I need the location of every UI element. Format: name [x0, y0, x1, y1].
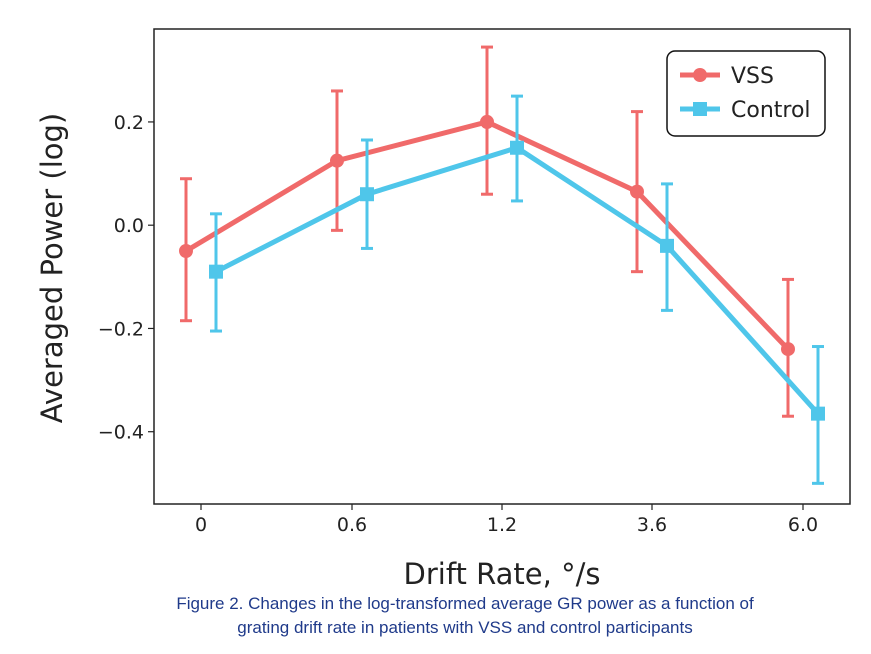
y-axis: 0.2 0.0 −0.2 −0.4 [98, 112, 154, 444]
legend-label: Control [731, 98, 811, 123]
x-tick-label: 3.6 [637, 514, 667, 536]
x-axis-label: Drift Rate, °/s [404, 557, 601, 590]
series-layer [179, 45, 825, 485]
y-tick-label: 0.0 [114, 215, 144, 237]
x-tick-label: 0.6 [337, 514, 367, 536]
data-point [510, 140, 524, 155]
figure-caption-line-1: Figure 2. Changes in the log-transformed… [176, 594, 754, 613]
y-axis-label: Averaged Power (log) [35, 113, 69, 423]
legend-label: VSS [731, 64, 774, 89]
y-tick-label: −0.2 [98, 318, 144, 340]
data-point [630, 184, 644, 199]
figure-caption-line-2: grating drift rate in patients with VSS … [237, 618, 693, 637]
legend-item-control: Control [680, 98, 811, 123]
x-axis: 0 0.6 1.2 3.6 6.0 [195, 504, 818, 536]
series-vss [179, 45, 795, 418]
data-point [480, 114, 494, 129]
data-point [811, 406, 825, 421]
x-tick-label: 6.0 [788, 514, 818, 536]
series-control [209, 94, 825, 485]
chart: 0.2 0.0 −0.2 −0.4 0 0.6 1.2 3.6 6.0 Drift Rate,… [35, 28, 851, 590]
data-point [781, 342, 795, 357]
data-point [209, 264, 223, 279]
y-tick-label: 0.2 [114, 112, 144, 134]
legend-marker [693, 68, 707, 82]
legend-item-vss: VSS [680, 64, 774, 89]
data-point [660, 238, 674, 253]
data-point [360, 187, 374, 202]
x-tick-label: 1.2 [487, 514, 517, 536]
legend: VSS Control [666, 50, 826, 137]
data-point [179, 244, 193, 259]
y-tick-label: −0.4 [98, 422, 144, 444]
legend-marker [693, 102, 707, 116]
x-tick-label: 0 [195, 514, 207, 536]
data-point [330, 153, 344, 168]
